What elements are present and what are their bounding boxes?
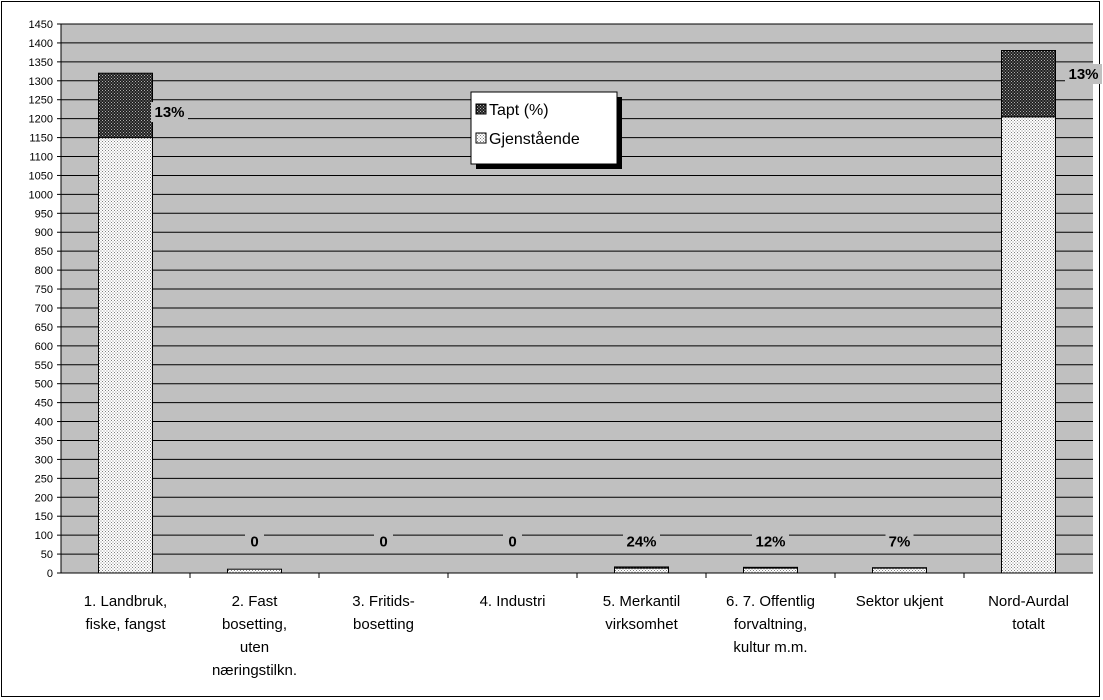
bar-tapt [1001, 50, 1056, 118]
y-tick-label: 500 [35, 379, 53, 391]
bar-gjenstaende [1001, 116, 1056, 574]
axes: 0 50 100 150 200 250 300 350 400 450 500 550 600 650 7… [29, 19, 1093, 679]
y-tick-label: 950 [35, 208, 53, 220]
x-category-label: bosetting [353, 616, 414, 633]
y-tick-label: 550 [35, 360, 53, 372]
x-category-label: forvaltning, [734, 616, 807, 633]
y-tick-label: 300 [35, 454, 53, 466]
data-label-bg [1065, 64, 1102, 85]
y-tick-label: 250 [35, 473, 53, 485]
x-category-label: 6. 7. Offentlig [726, 593, 815, 610]
data-label: 13% [154, 104, 184, 121]
legend-swatch [475, 132, 487, 144]
y-tick-label: 1300 [29, 76, 53, 88]
y-tick-label: 650 [35, 322, 53, 334]
y-tick-label: 900 [35, 227, 53, 239]
y-tick-label: 700 [35, 303, 53, 315]
x-category-label: 1. Landbruk, [84, 593, 167, 610]
y-tick-label: 1200 [29, 114, 53, 126]
data-label-bg [374, 531, 393, 552]
y-tick-label: 1050 [29, 170, 53, 182]
y-tick-label: 750 [35, 284, 53, 296]
x-category-label: 5. Merkantil [603, 593, 681, 610]
data-label: 13% [1068, 66, 1098, 83]
y-tick-label: 1250 [29, 95, 53, 107]
y-tick-label: 150 [35, 511, 53, 523]
x-category-label: Sektor ukjent [856, 593, 944, 610]
legend-label: Gjenstående [489, 130, 580, 148]
y-tick-label: 1450 [29, 19, 53, 31]
data-label: 12% [755, 534, 785, 551]
bar-gjenstaende [872, 567, 927, 574]
data-label: 0 [379, 534, 387, 551]
bars [98, 50, 1056, 574]
x-category-label: virksomhet [605, 616, 678, 633]
x-category-label: Nord-Aurdal [988, 593, 1069, 610]
y-tick-label: 600 [35, 341, 53, 353]
y-tick-label: 100 [35, 530, 53, 542]
data-label-bg [245, 531, 264, 552]
bar-tapt [743, 566, 798, 569]
bar-gjenstaende [614, 567, 669, 574]
data-label-bg [151, 102, 188, 123]
y-tick-label: 1000 [29, 189, 53, 201]
x-category-label: 3. Fritids- [352, 593, 415, 610]
y-tick-label: 800 [35, 265, 53, 277]
legend-swatch [475, 103, 487, 115]
legend: Tapt (%) Gjenstående [470, 91, 622, 169]
legend-box [470, 91, 618, 165]
x-category-label: næringstilkn. [212, 662, 297, 679]
data-label: 0 [250, 534, 258, 551]
y-tick-label: 450 [35, 398, 53, 410]
y-tick-label: 1150 [29, 133, 53, 145]
y-tick-label: 200 [35, 492, 53, 504]
data-label-bg [752, 531, 789, 552]
data-label-bg [623, 531, 660, 552]
data-label: 0 [508, 534, 516, 551]
y-tick-label: 850 [35, 246, 53, 258]
x-category-label: 4. Industri [480, 593, 546, 610]
x-category-label: fiske, fangst [85, 616, 166, 633]
y-tick-label: 0 [47, 568, 53, 580]
y-tick-label: 1350 [29, 57, 53, 69]
y-tick-label: 50 [41, 549, 53, 561]
data-labels: 13% 0 0 0 24% 12% 7% 13% [151, 64, 1102, 552]
data-label: 7% [889, 534, 911, 551]
y-tick-label: 1400 [29, 38, 53, 50]
bar-tapt [614, 566, 669, 569]
bar-gjenstaende [743, 567, 798, 574]
y-tick-label: 350 [35, 435, 53, 447]
legend-label: Tapt (%) [489, 102, 549, 119]
bar-gjenstaende [98, 137, 153, 574]
x-category-label: totalt [1012, 616, 1045, 633]
x-category-label: kultur m.m. [733, 639, 807, 656]
y-tick-label: 400 [35, 417, 53, 429]
data-label: 24% [626, 534, 656, 551]
data-label-bg [503, 531, 522, 552]
x-category-label: 2. Fast [232, 593, 279, 610]
y-tick-label: 1100 [29, 152, 53, 164]
x-category-label: bosetting, [222, 616, 287, 633]
bar-gjenstaende [227, 568, 282, 574]
data-label-bg [885, 531, 914, 552]
x-category-label: uten [240, 639, 269, 656]
bar-tapt [98, 72, 153, 139]
